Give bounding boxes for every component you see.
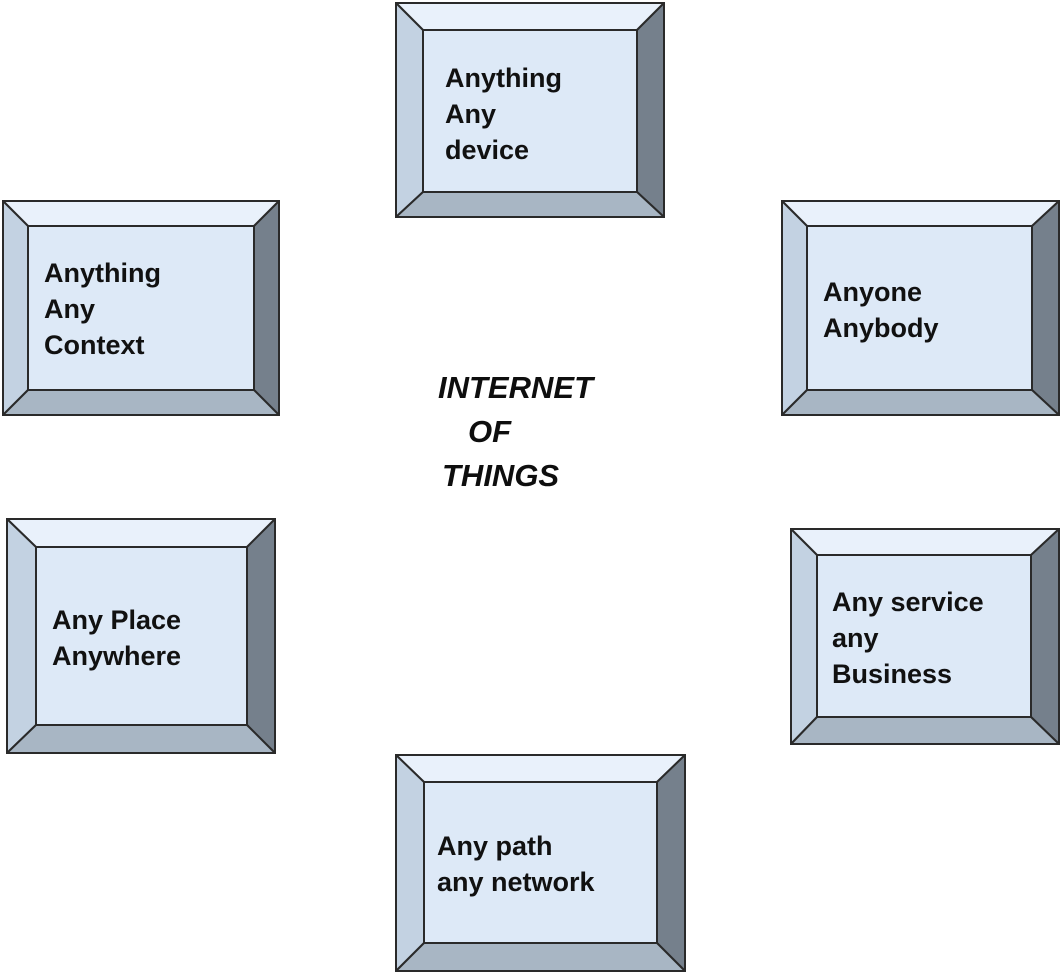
bevel-frame (395, 754, 686, 972)
block-label: Anything Any Context (28, 255, 252, 367)
block-label-line: Anyone (823, 277, 923, 307)
block-label: Any path any network (421, 828, 655, 904)
block-label: Anyone Anybody (807, 274, 1031, 350)
block-label-line: Anything (44, 258, 161, 288)
block-label-line: Context (44, 330, 145, 360)
bevel-frame (2, 200, 280, 416)
bevel-frame (395, 2, 665, 218)
center-title-line: OF (468, 414, 512, 449)
block-label-line: Any (445, 99, 497, 129)
block-label-line: Any path (437, 831, 553, 861)
block-anything-any-context: Anything Any Context (2, 200, 280, 416)
center-title-line: THINGS (442, 458, 560, 493)
block-anyone-anybody: Anyone Anybody (781, 200, 1060, 416)
center-title-line: INTERNET (438, 370, 593, 405)
block-label-line: Anybody (823, 313, 939, 343)
block-label: Any service any Business (816, 584, 1030, 696)
block-label-line: device (445, 135, 530, 165)
block-label-line: Any (44, 294, 96, 324)
block-label-line: Anything (445, 63, 562, 93)
bevel-frame (790, 528, 1060, 745)
block-label: Any Place Anywhere (36, 602, 246, 678)
block-label-line: any network (437, 867, 595, 897)
bevel-frame (6, 518, 276, 754)
block-label-line: Business (832, 659, 953, 689)
block-any-service-any-business: Any service any Business (790, 528, 1060, 745)
center-title: INTERNET OF THINGS (438, 366, 593, 498)
block-anything-any-device: Anything Any device (395, 2, 665, 218)
block-label: Anything Any device (429, 60, 635, 172)
block-any-place-anywhere: Any Place Anywhere (6, 518, 276, 754)
block-label-line: Anywhere (52, 641, 182, 671)
block-label-line: Any service (832, 587, 984, 617)
block-label-line: any (832, 623, 879, 653)
block-label-line: Any Place (52, 605, 182, 635)
block-any-path-any-network: Any path any network (395, 754, 686, 972)
bevel-frame (781, 200, 1060, 416)
